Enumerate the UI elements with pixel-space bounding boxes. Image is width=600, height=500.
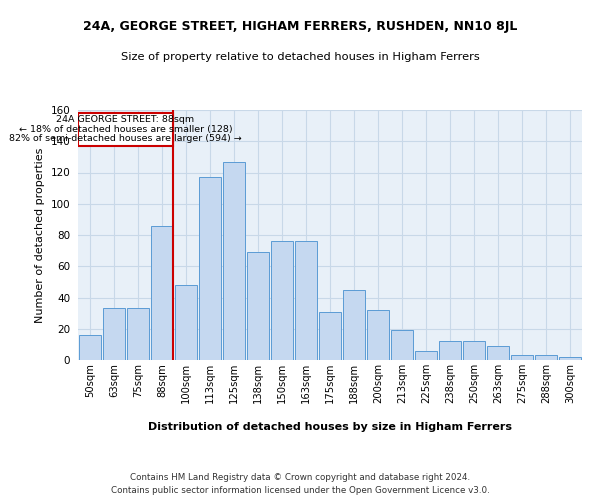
Bar (223, 162, 245, 360)
Text: Distribution of detached houses by size in Higham Ferrers: Distribution of detached houses by size … (148, 422, 512, 432)
Bar (295, 242, 317, 360)
Bar (151, 226, 173, 360)
Text: Contains HM Land Registry data © Crown copyright and database right 2024.: Contains HM Land Registry data © Crown c… (130, 472, 470, 482)
Bar (79, 335, 101, 360)
Text: Size of property relative to detached houses in Higham Ferrers: Size of property relative to detached ho… (121, 52, 479, 62)
Bar (367, 310, 389, 360)
Bar (127, 308, 149, 360)
Y-axis label: Number of detached properties: Number of detached properties (35, 148, 45, 322)
Bar (175, 285, 197, 360)
Bar (271, 242, 293, 360)
Bar (319, 312, 341, 360)
Bar (391, 330, 413, 360)
Bar (247, 252, 269, 360)
Bar (463, 341, 485, 360)
Bar (343, 290, 365, 360)
Text: 24A GEORGE STREET: 88sqm: 24A GEORGE STREET: 88sqm (56, 116, 194, 124)
Bar (559, 357, 581, 360)
Text: 82% of semi-detached houses are larger (594) →: 82% of semi-detached houses are larger (… (9, 134, 242, 143)
Bar (103, 308, 125, 360)
Bar (487, 346, 509, 360)
Bar (511, 356, 533, 360)
Text: Contains public sector information licensed under the Open Government Licence v3: Contains public sector information licen… (110, 486, 490, 495)
Text: 24A, GEORGE STREET, HIGHAM FERRERS, RUSHDEN, NN10 8JL: 24A, GEORGE STREET, HIGHAM FERRERS, RUSH… (83, 20, 517, 33)
Bar (415, 350, 437, 360)
Bar (199, 177, 221, 360)
Bar (535, 356, 557, 360)
Bar (439, 341, 461, 360)
FancyBboxPatch shape (79, 113, 173, 146)
Text: ← 18% of detached houses are smaller (128): ← 18% of detached houses are smaller (12… (19, 125, 232, 134)
